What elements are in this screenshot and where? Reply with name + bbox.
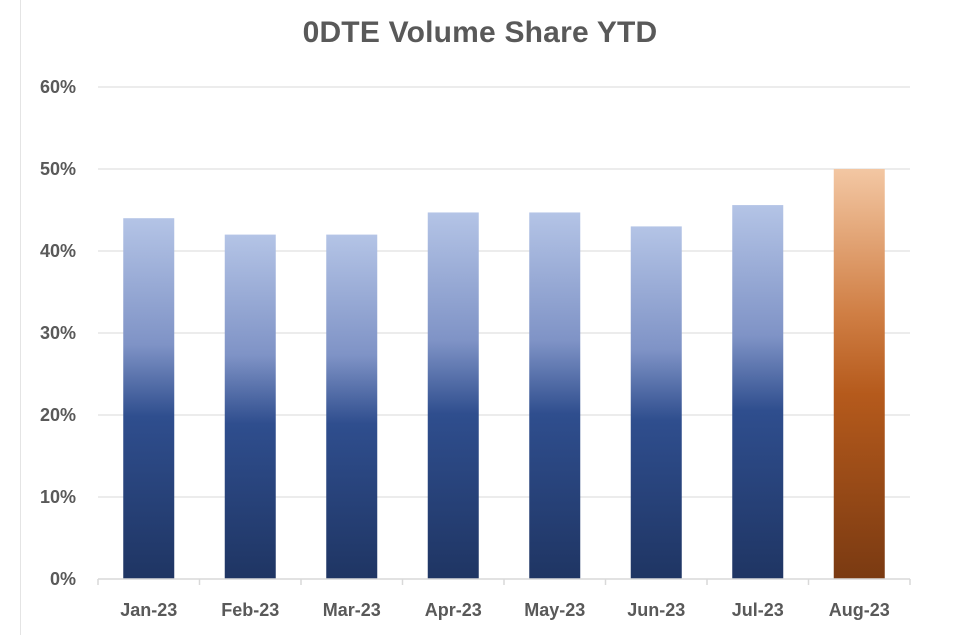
bar-mar-23: [326, 234, 378, 579]
x-axis-tick-labels: Jan-23 Feb-23 Mar-23 Apr-23 May-23 Jun-23 Jul-…: [120, 600, 890, 620]
x-axis: [97, 578, 911, 585]
x-tick-label: Feb-23: [221, 600, 279, 620]
y-tick-label: 0%: [50, 569, 76, 589]
x-tick-label: Jul-23: [732, 600, 784, 620]
bars: [123, 169, 885, 579]
bar-apr-23: [427, 212, 479, 579]
y-tick-label: 30%: [40, 323, 76, 343]
bar-jul-23: [732, 205, 784, 579]
bar-feb-23: [224, 234, 276, 579]
x-tick-label: Jun-23: [627, 600, 685, 620]
chart-title: 0DTE Volume Share YTD: [302, 16, 658, 49]
bar-jun-23: [630, 226, 682, 579]
y-tick-label: 40%: [40, 241, 76, 261]
y-tick-label: 50%: [40, 159, 76, 179]
bar-may-23: [529, 212, 581, 579]
y-axis-tick-labels: 0% 10% 20% 30% 40% 50% 60%: [40, 77, 76, 589]
chart-frame-left-border: [20, 0, 21, 635]
y-tick-label: 60%: [40, 77, 76, 97]
y-tick-label: 10%: [40, 487, 76, 507]
x-tick-label: Mar-23: [323, 600, 381, 620]
x-tick-label: May-23: [524, 600, 585, 620]
gridlines: [98, 86, 910, 498]
bar-aug-23: [833, 169, 885, 579]
bar-jan-23: [123, 218, 175, 579]
y-tick-label: 20%: [40, 405, 76, 425]
x-tick-label: Apr-23: [425, 600, 482, 620]
x-tick-label: Jan-23: [120, 600, 177, 620]
x-tick-label: Aug-23: [829, 600, 890, 620]
